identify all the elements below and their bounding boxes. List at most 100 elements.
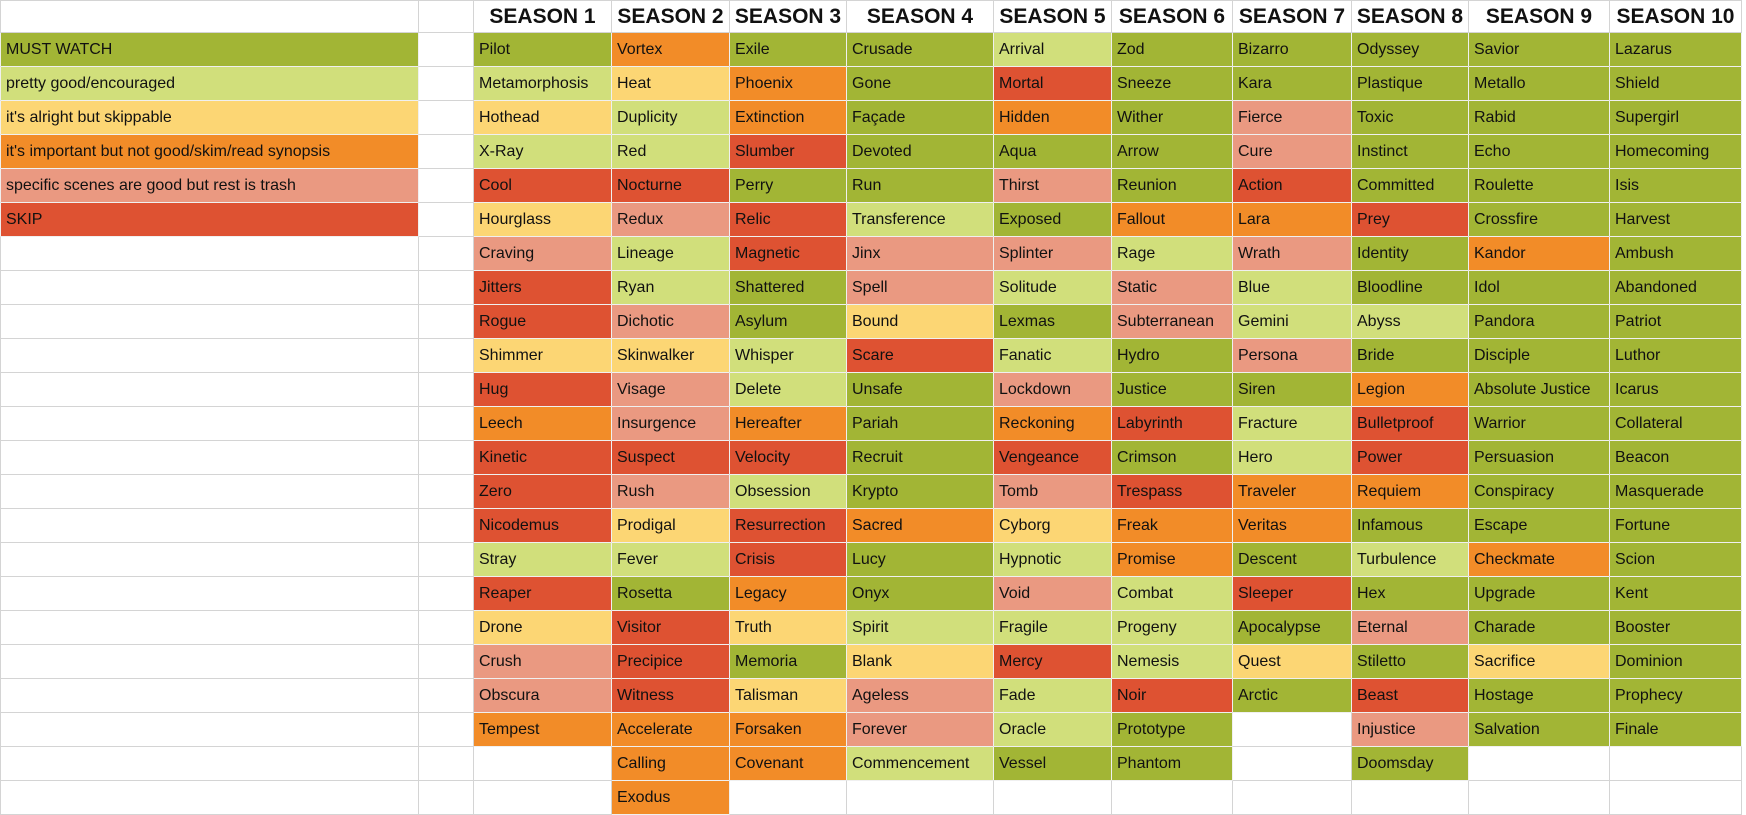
- episode-cell[interactable]: Suspect: [611, 440, 730, 475]
- episode-cell[interactable]: Zod: [1111, 32, 1233, 67]
- episode-cell[interactable]: Cure: [1232, 134, 1352, 169]
- episode-cell[interactable]: Covenant: [729, 746, 847, 781]
- episode-cell[interactable]: Splinter: [993, 236, 1112, 271]
- empty-cell[interactable]: [418, 440, 474, 475]
- episode-cell[interactable]: Forsaken: [729, 712, 847, 747]
- episode-cell[interactable]: Crush: [473, 644, 612, 679]
- episode-cell[interactable]: Gemini: [1232, 304, 1352, 339]
- episode-cell[interactable]: Absolute Justice: [1468, 372, 1610, 407]
- episode-cell[interactable]: Lineage: [611, 236, 730, 271]
- episode-cell[interactable]: Dominion: [1609, 644, 1742, 679]
- episode-cell[interactable]: Freak: [1111, 508, 1233, 543]
- empty-cell[interactable]: [418, 0, 474, 33]
- empty-cell[interactable]: [418, 372, 474, 407]
- empty-cell[interactable]: [846, 780, 994, 815]
- empty-cell[interactable]: [418, 66, 474, 101]
- episode-cell[interactable]: Siren: [1232, 372, 1352, 407]
- episode-cell[interactable]: Upgrade: [1468, 576, 1610, 611]
- episode-cell[interactable]: Traveler: [1232, 474, 1352, 509]
- legend-item-mw[interactable]: MUST WATCH: [0, 32, 419, 67]
- episode-cell[interactable]: Red: [611, 134, 730, 169]
- episode-cell[interactable]: Krypto: [846, 474, 994, 509]
- episode-cell[interactable]: Magnetic: [729, 236, 847, 271]
- episode-cell[interactable]: Homecoming: [1609, 134, 1742, 169]
- episode-cell[interactable]: Crimson: [1111, 440, 1233, 475]
- episode-cell[interactable]: Ryan: [611, 270, 730, 305]
- episode-cell[interactable]: Cool: [473, 168, 612, 203]
- episode-cell[interactable]: Heat: [611, 66, 730, 101]
- empty-cell[interactable]: [418, 610, 474, 645]
- episode-cell[interactable]: Justice: [1111, 372, 1233, 407]
- episode-cell[interactable]: Blank: [846, 644, 994, 679]
- episode-cell[interactable]: Bound: [846, 304, 994, 339]
- episode-cell[interactable]: Pariah: [846, 406, 994, 441]
- legend-item-sc[interactable]: specific scenes are good but rest is tra…: [0, 168, 419, 203]
- empty-cell[interactable]: [418, 712, 474, 747]
- season-header[interactable]: SEASON 3: [729, 0, 847, 33]
- episode-cell[interactable]: Oracle: [993, 712, 1112, 747]
- episode-cell[interactable]: Legacy: [729, 576, 847, 611]
- episode-cell[interactable]: Masquerade: [1609, 474, 1742, 509]
- empty-cell[interactable]: [1111, 780, 1233, 815]
- episode-cell[interactable]: Doomsday: [1351, 746, 1469, 781]
- empty-cell[interactable]: [418, 542, 474, 577]
- episode-cell[interactable]: Isis: [1609, 168, 1742, 203]
- episode-cell[interactable]: Idol: [1468, 270, 1610, 305]
- episode-cell[interactable]: Reunion: [1111, 168, 1233, 203]
- episode-cell[interactable]: Vessel: [993, 746, 1112, 781]
- episode-cell[interactable]: Scare: [846, 338, 994, 373]
- episode-cell[interactable]: Visitor: [611, 610, 730, 645]
- episode-cell[interactable]: Blue: [1232, 270, 1352, 305]
- legend-item-ok[interactable]: it's alright but skippable: [0, 100, 419, 135]
- empty-cell[interactable]: [1351, 780, 1469, 815]
- episode-cell[interactable]: Requiem: [1351, 474, 1469, 509]
- episode-cell[interactable]: Fever: [611, 542, 730, 577]
- episode-cell[interactable]: Kara: [1232, 66, 1352, 101]
- episode-cell[interactable]: Apocalypse: [1232, 610, 1352, 645]
- episode-cell[interactable]: Icarus: [1609, 372, 1742, 407]
- episode-cell[interactable]: Bulletproof: [1351, 406, 1469, 441]
- episode-cell[interactable]: Perry: [729, 168, 847, 203]
- empty-cell[interactable]: [0, 780, 419, 815]
- episode-cell[interactable]: Lazarus: [1609, 32, 1742, 67]
- episode-cell[interactable]: Mortal: [993, 66, 1112, 101]
- episode-cell[interactable]: Fracture: [1232, 406, 1352, 441]
- episode-cell[interactable]: Hothead: [473, 100, 612, 135]
- empty-cell[interactable]: [418, 644, 474, 679]
- episode-cell[interactable]: Charade: [1468, 610, 1610, 645]
- episode-cell[interactable]: Witness: [611, 678, 730, 713]
- episode-cell[interactable]: Relic: [729, 202, 847, 237]
- episode-cell[interactable]: Sneeze: [1111, 66, 1233, 101]
- season-header[interactable]: SEASON 4: [846, 0, 994, 33]
- episode-cell[interactable]: Velocity: [729, 440, 847, 475]
- episode-cell[interactable]: Quest: [1232, 644, 1352, 679]
- episode-cell[interactable]: Kinetic: [473, 440, 612, 475]
- episode-cell[interactable]: Arrival: [993, 32, 1112, 67]
- episode-cell[interactable]: Fanatic: [993, 338, 1112, 373]
- episode-cell[interactable]: Prey: [1351, 202, 1469, 237]
- episode-cell[interactable]: Pandora: [1468, 304, 1610, 339]
- episode-cell[interactable]: Devoted: [846, 134, 994, 169]
- episode-cell[interactable]: Savior: [1468, 32, 1610, 67]
- episode-cell[interactable]: Trespass: [1111, 474, 1233, 509]
- episode-cell[interactable]: Jinx: [846, 236, 994, 271]
- episode-cell[interactable]: Booster: [1609, 610, 1742, 645]
- episode-cell[interactable]: Rogue: [473, 304, 612, 339]
- episode-cell[interactable]: Aqua: [993, 134, 1112, 169]
- episode-cell[interactable]: Visage: [611, 372, 730, 407]
- season-header[interactable]: SEASON 7: [1232, 0, 1352, 33]
- legend-item-sk[interactable]: SKIP: [0, 202, 419, 237]
- empty-cell[interactable]: [993, 780, 1112, 815]
- empty-cell[interactable]: [418, 338, 474, 373]
- empty-cell[interactable]: [418, 474, 474, 509]
- empty-cell[interactable]: [0, 0, 419, 33]
- episode-cell[interactable]: Spell: [846, 270, 994, 305]
- episode-cell[interactable]: Prophecy: [1609, 678, 1742, 713]
- episode-cell[interactable]: Injustice: [1351, 712, 1469, 747]
- episode-cell[interactable]: Progeny: [1111, 610, 1233, 645]
- episode-cell[interactable]: Memoria: [729, 644, 847, 679]
- empty-cell[interactable]: [418, 236, 474, 271]
- empty-cell[interactable]: [473, 746, 612, 781]
- episode-cell[interactable]: Lexmas: [993, 304, 1112, 339]
- episode-cell[interactable]: Unsafe: [846, 372, 994, 407]
